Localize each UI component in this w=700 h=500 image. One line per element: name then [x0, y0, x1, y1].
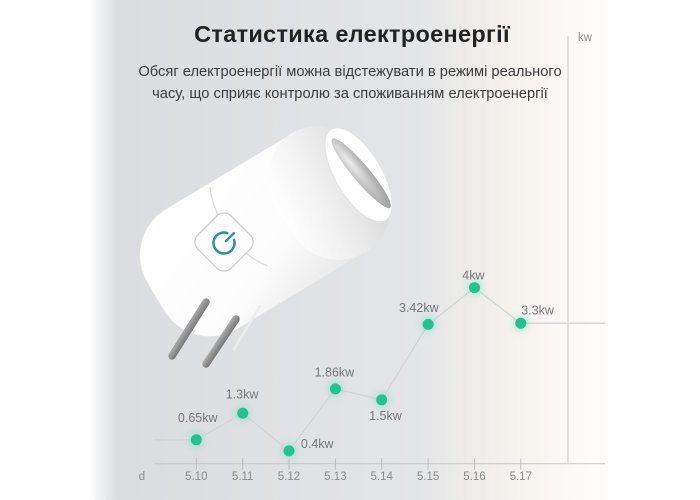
svg-text:3.3kw: 3.3kw: [521, 303, 555, 317]
svg-text:5.17: 5.17: [510, 471, 532, 483]
svg-text:0.65kw: 0.65kw: [178, 411, 219, 425]
svg-text:5.16: 5.16: [463, 471, 485, 483]
svg-text:1.5kw: 1.5kw: [369, 409, 403, 423]
svg-text:3.42kw: 3.42kw: [399, 301, 440, 315]
svg-text:kw: kw: [578, 32, 593, 44]
svg-text:0.4kw: 0.4kw: [301, 437, 335, 451]
svg-text:5.10: 5.10: [185, 471, 207, 483]
svg-text:5.11: 5.11: [232, 471, 254, 483]
svg-text:5.12: 5.12: [278, 471, 300, 483]
svg-text:5.14: 5.14: [371, 471, 394, 483]
svg-text:1.3kw: 1.3kw: [226, 388, 260, 402]
svg-text:5.13: 5.13: [324, 471, 346, 483]
svg-text:4kw: 4kw: [462, 268, 485, 282]
svg-text:5.15: 5.15: [417, 471, 439, 483]
svg-text:1.86kw: 1.86kw: [315, 365, 356, 379]
svg-text:d: d: [139, 471, 145, 483]
